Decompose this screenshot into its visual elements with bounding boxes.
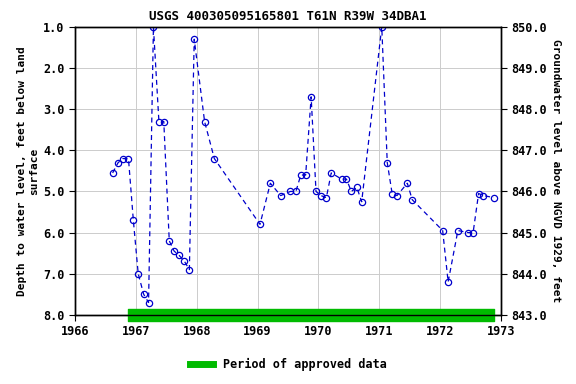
Y-axis label: Groundwater level above NGVD 1929, feet: Groundwater level above NGVD 1929, feet [551, 39, 562, 303]
Title: USGS 400305095165801 T61N R39W 34DBA1: USGS 400305095165801 T61N R39W 34DBA1 [149, 10, 427, 23]
Legend: Period of approved data: Period of approved data [185, 354, 391, 376]
Y-axis label: Depth to water level, feet below land
surface: Depth to water level, feet below land su… [17, 46, 39, 296]
